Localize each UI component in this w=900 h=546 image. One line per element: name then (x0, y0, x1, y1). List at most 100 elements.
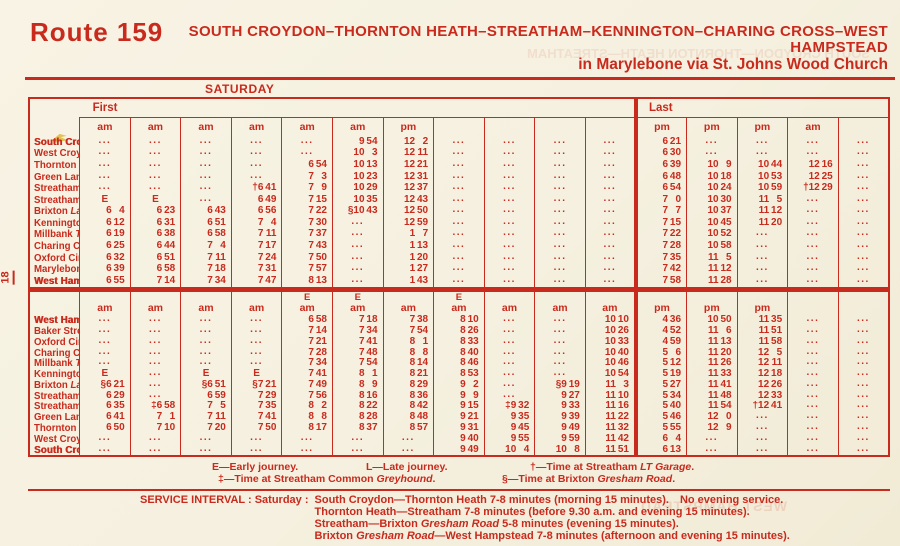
time-cell: 11 5 (736, 193, 788, 206)
no-service-dots: ... (149, 159, 162, 169)
timetable-row: Streatham St. Leonards Church......... †6… (29, 182, 889, 194)
time-cell: 10 23 (331, 170, 384, 183)
no-service-dots: ... (199, 170, 213, 181)
no-service-dots: ... (503, 274, 516, 285)
time-cell: 7 15 (633, 217, 687, 229)
time-cell: ... (180, 170, 232, 183)
no-service-dots: ... (503, 379, 516, 389)
no-service-dots: ... (755, 274, 769, 285)
footnote-line-1: E—Early journey. L—Late journey. †—Time at… (28, 461, 890, 473)
time-cell: 6 38 (129, 228, 181, 241)
no-service-dots: ... (603, 274, 617, 285)
no-service-dots: ... (503, 147, 516, 158)
time-cell: 9 45 (483, 422, 535, 434)
time-cell: 6 58 (129, 263, 181, 275)
time-cell: 9 55 (483, 433, 535, 444)
time-cell: 7 18 (331, 315, 384, 326)
no-service-dots: ... (806, 263, 820, 274)
time-cell: 9 39 (534, 411, 586, 423)
time-cell: ... (483, 182, 535, 194)
column-header: am (787, 117, 839, 136)
no-service-dots: ... (250, 325, 264, 336)
time-cell: E (129, 193, 181, 206)
early-journey-header: E (354, 292, 361, 303)
time-cell: 12 18 (736, 368, 788, 380)
no-service-dots: ... (149, 347, 162, 357)
station-name: West Croydon Station (34, 147, 80, 160)
no-service-dots: ... (351, 274, 365, 285)
time-cell: 8 53 (433, 368, 485, 380)
time-cell: 11 12 (736, 205, 788, 218)
time-cell: ... (180, 182, 232, 194)
time-cell: ... (837, 433, 889, 444)
time-cell: 12 16 (787, 159, 839, 171)
time-cell: 7 11 (180, 411, 232, 423)
time-cell: 7 54 (331, 358, 384, 369)
no-service-dots: ... (351, 444, 365, 454)
time-cell: 10 29 (331, 182, 384, 194)
time-cell: ... (534, 217, 586, 229)
no-service-dots: ... (401, 444, 415, 454)
time-cell: 7 15 (281, 193, 333, 206)
footnote-line-2: ‡—Time at Streatham Common Greyhound. §—T… (28, 473, 890, 485)
time-cell: 12 59 (382, 217, 434, 229)
no-service-dots: ... (705, 136, 719, 146)
time-cell: 12 2 (382, 136, 434, 148)
time-cell: ... (534, 182, 586, 194)
no-service-dots: ... (705, 444, 719, 454)
time-cell: 7 56 (281, 390, 333, 401)
time-cell: 6 13 (633, 444, 687, 456)
time-cell: 7 35 (230, 401, 282, 412)
station-name: West Croydon Station (34, 433, 80, 444)
time-cell: ... (129, 368, 181, 380)
time-cell: 7 22 (281, 205, 333, 218)
time-cell: 9 35 (483, 411, 535, 423)
time-cell: 11 58 (736, 336, 788, 348)
time-cell: 6 31 (129, 217, 181, 229)
time-cell: ... (787, 411, 839, 423)
time-cell: 6 54 (633, 182, 687, 194)
time-cell: ... (129, 336, 181, 348)
time-cell: ... (79, 170, 131, 183)
time-cell: ... (483, 315, 535, 326)
early-journey-header: E (455, 292, 463, 303)
station-name: West Hampstead West End Grn. (34, 274, 80, 287)
time-cell: 7 58 (633, 274, 687, 290)
no-service-dots: ... (98, 358, 112, 368)
no-service-dots: ... (149, 433, 162, 443)
time-cell: ... (433, 205, 485, 218)
column-header (534, 117, 586, 136)
no-service-dots: ... (856, 205, 870, 216)
time-cell: 5 19 (633, 368, 687, 380)
no-service-dots: ... (553, 336, 567, 346)
time-cell: 10 59 (736, 182, 788, 194)
time-cell: ... (129, 390, 181, 401)
time-cell: §7 21 (230, 379, 282, 391)
no-service-dots: ... (856, 433, 870, 443)
time-cell: 7 48 (331, 347, 384, 358)
time-cell: 11 41 (686, 379, 738, 391)
no-service-dots: ... (452, 159, 466, 169)
no-service-dots: ... (553, 240, 567, 250)
timetable-row: Brixton Lambeth Town Hall§621... §651§721… (29, 379, 889, 391)
time-cell: 6 29 (79, 390, 131, 401)
column-header: am (534, 292, 586, 315)
time-cell: 12 37 (382, 182, 434, 194)
no-service-dots: ... (250, 347, 264, 357)
column-header (837, 292, 889, 315)
time-cell: ... (180, 136, 232, 148)
time-cell: 6 55 (79, 274, 131, 290)
no-service-dots: ... (806, 368, 820, 379)
time-cell: †12 29 (787, 182, 839, 194)
no-service-dots: ... (300, 433, 314, 443)
time-cell: 11 5 (686, 251, 738, 264)
time-cell: 11 16 (584, 401, 636, 412)
no-service-dots: ... (856, 325, 870, 336)
time-cell: ... (483, 170, 535, 183)
time-cell: ... (736, 422, 788, 434)
no-service-dots: ... (98, 147, 112, 158)
